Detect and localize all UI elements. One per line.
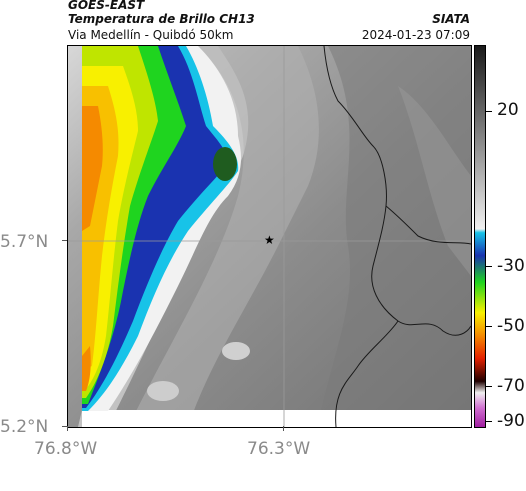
light-band-2	[128, 46, 319, 427]
colorbar-gradient	[475, 46, 485, 427]
cloud-orange	[82, 106, 103, 231]
colorbar	[474, 45, 486, 428]
colorbar-tick-m90: -90	[497, 411, 525, 431]
lat-tick-label-2: 5.2°N	[0, 417, 49, 437]
lighter-streak	[398, 86, 471, 276]
colorbar-tick-m50: -50	[497, 316, 525, 336]
colorbar-tick-m70: -70	[497, 376, 525, 396]
light-spot-2	[147, 381, 179, 401]
satellite-title: GOES-EAST	[68, 0, 145, 12]
department-border-1	[323, 46, 471, 336]
timestamp-label: 2024-01-23 07:09	[361, 28, 470, 42]
colorbar-tick-mark-m30	[486, 266, 492, 267]
lat-tick-label-1: 5.7°N	[0, 232, 49, 252]
lon-tick-mark-1	[67, 426, 68, 431]
lon-tick-label-1: 76.8°W	[34, 439, 98, 459]
map-canvas: ★	[68, 46, 471, 427]
lat-tick-mark-2	[62, 426, 67, 427]
colorbar-tick-mark-m50	[486, 326, 492, 327]
colorbar-tick-20: 20	[497, 100, 519, 120]
product-title: Temperatura de Brillo CH13	[68, 12, 255, 26]
department-border-3	[335, 320, 399, 427]
lon-tick-label-2: 76.3°W	[247, 439, 311, 459]
colorbar-tick-m30: -30	[497, 256, 525, 276]
lon-tick-mark-2	[283, 426, 284, 431]
colorbar-tick-mark-20	[486, 111, 492, 112]
no-data-strip	[82, 410, 471, 427]
organization-label: SIATA	[432, 12, 470, 26]
department-border-2	[385, 205, 471, 245]
satellite-map[interactable]: ★	[67, 45, 472, 428]
region-subtitle: Via Medellín - Quibdó 50km	[68, 28, 234, 42]
lat-tick-mark-1	[62, 240, 67, 241]
light-spot	[222, 342, 250, 360]
cloud-orange-2	[82, 346, 91, 391]
colorbar-tick-mark-m70	[486, 386, 492, 387]
colorbar-tick-mark-m90	[486, 421, 492, 422]
star-icon: ★	[264, 233, 275, 247]
cloud-cell-dark	[213, 147, 237, 181]
